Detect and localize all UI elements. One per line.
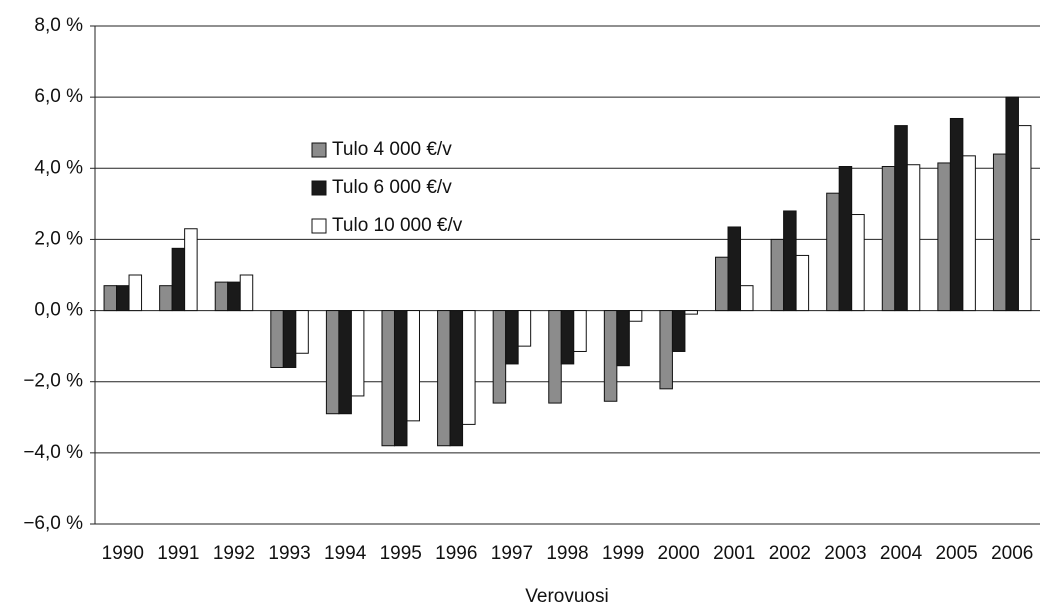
bar <box>159 285 173 312</box>
bar <box>573 310 587 352</box>
bar <box>628 310 643 322</box>
x-tick-label: 2004 <box>880 543 923 564</box>
bar <box>103 285 118 312</box>
x-tick-label: 1999 <box>602 543 644 564</box>
x-tick-label: 2006 <box>991 543 1033 564</box>
bar <box>783 210 797 312</box>
bar <box>838 166 853 312</box>
y-tick-label: 6,0 % <box>34 86 83 107</box>
bar <box>906 164 921 312</box>
bar <box>214 281 229 312</box>
bar <box>770 238 785 312</box>
y-tick-label: −6,0 % <box>23 513 83 534</box>
legend-swatch <box>311 180 327 196</box>
bar <box>937 162 951 312</box>
bar <box>727 226 742 312</box>
bar <box>659 310 673 390</box>
bar <box>881 166 896 312</box>
bar <box>1005 96 1019 312</box>
x-tick-label: 1996 <box>435 543 477 564</box>
bar <box>282 310 297 368</box>
y-tick-label: −2,0 % <box>23 371 83 392</box>
bar <box>239 274 254 312</box>
bar <box>949 117 964 312</box>
bar <box>449 310 464 447</box>
bar <box>492 310 507 404</box>
bar <box>548 310 562 404</box>
x-tick-label: 2000 <box>658 543 700 564</box>
bar <box>171 247 186 312</box>
x-tick-label: 2002 <box>769 543 811 564</box>
x-tick-label: 2001 <box>713 543 755 564</box>
bar <box>560 310 575 365</box>
bar <box>393 310 408 447</box>
bar <box>1017 125 1032 312</box>
bar <box>295 310 309 354</box>
bar <box>992 153 1007 312</box>
bar <box>517 310 532 347</box>
x-tick-label: 1993 <box>268 543 310 564</box>
bar <box>894 125 908 312</box>
x-tick-label: 1995 <box>380 543 422 564</box>
bar <box>227 281 241 312</box>
x-tick-label: 1998 <box>546 543 588 564</box>
bar <box>851 214 865 312</box>
x-tick-label: 1994 <box>324 543 367 564</box>
bar <box>505 310 519 365</box>
bar <box>406 310 420 422</box>
bar <box>128 274 143 312</box>
legend-label: Tulo 10 000 €/v <box>332 215 463 236</box>
y-tick-label: −4,0 % <box>23 442 83 463</box>
bar <box>462 310 476 425</box>
bar <box>184 228 198 312</box>
y-tick-label: 8,0 % <box>34 15 83 36</box>
bar <box>684 310 698 315</box>
y-tick-label: 2,0 % <box>34 228 83 249</box>
bar <box>270 310 284 368</box>
y-tick-label: 4,0 % <box>34 157 83 178</box>
legend-label: Tulo 6 000 €/v <box>332 177 452 198</box>
legend-label: Tulo 4 000 €/v <box>332 139 452 160</box>
bar <box>381 310 395 447</box>
x-tick-label: 1990 <box>102 543 144 564</box>
x-tick-label: 1997 <box>491 543 533 564</box>
bar <box>715 256 729 312</box>
bar <box>826 192 840 312</box>
bar <box>795 254 810 312</box>
bar <box>325 310 340 415</box>
bar <box>338 310 352 415</box>
legend-swatch <box>311 218 327 234</box>
x-tick-label: 2003 <box>824 543 866 564</box>
x-tick-label: 1991 <box>157 543 199 564</box>
x-tick-label: 2005 <box>935 543 977 564</box>
bar <box>116 285 130 312</box>
bar <box>671 310 686 352</box>
bar <box>350 310 365 397</box>
bar <box>603 310 618 402</box>
y-tick-label: 0,0 % <box>34 300 83 321</box>
x-axis-title: Verovuosi <box>525 586 608 607</box>
x-tick-label: 1992 <box>213 543 255 564</box>
bar <box>616 310 630 367</box>
bar <box>437 310 451 447</box>
bar <box>962 155 976 312</box>
bar <box>740 285 754 312</box>
legend-swatch <box>311 142 327 158</box>
